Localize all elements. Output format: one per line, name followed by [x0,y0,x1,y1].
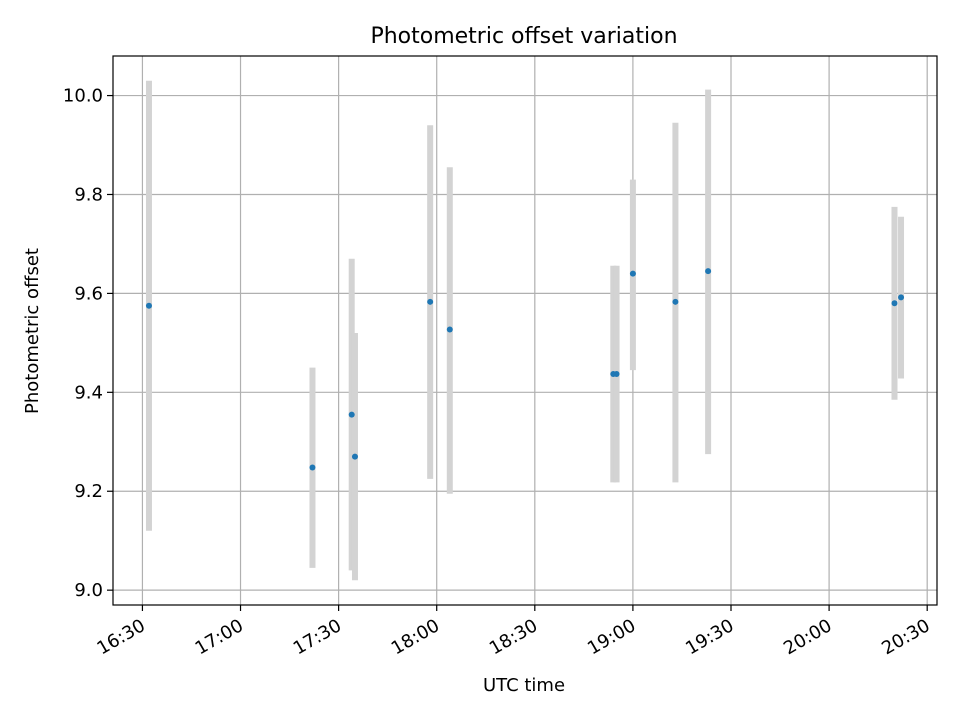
x-tick-label: 19:30 [682,615,737,659]
x-tick-label: 17:00 [192,615,247,659]
y-axis-ticks: 9.0 9.2 9.4 9.6 9.8 10.0 [63,86,113,601]
error-bars [145,80,905,581]
grid-lines [113,56,937,605]
y-tick-label: 9.0 [74,580,103,601]
y-tick-label: 10.0 [63,86,103,107]
data-point [446,326,453,333]
data-point [672,298,679,305]
x-tick-label: 19:00 [584,615,639,659]
data-point [351,453,358,460]
data-point [705,268,712,275]
data-point [629,270,636,277]
data-point [427,298,434,305]
data-point [613,371,620,378]
plot-area-frame [112,55,938,606]
data-point [898,294,905,301]
x-axis-ticks: 16:30 17:00 17:30 18:00 18:30 19:00 19:30 20:00… [94,605,934,659]
x-axis-label: UTC time [483,675,565,696]
y-tick-label: 9.8 [74,184,103,205]
y-tick-label: 9.2 [74,481,103,502]
x-tick-label: 18:30 [486,615,541,659]
chart-title: Photometric offset variation [370,24,677,49]
y-tick-label: 9.4 [74,382,103,403]
y-axis-label: Photometric offset [22,248,43,414]
data-point [891,300,898,307]
x-tick-label: 17:30 [290,615,345,659]
data-points [145,268,905,471]
data-point [145,302,152,309]
x-tick-label: 18:00 [388,615,443,659]
x-tick-label: 20:00 [780,615,835,659]
y-tick-label: 9.6 [74,283,103,304]
x-tick-label: 20:30 [878,615,933,659]
data-point [348,411,355,418]
x-tick-label: 16:30 [94,615,149,659]
data-point [309,464,316,471]
